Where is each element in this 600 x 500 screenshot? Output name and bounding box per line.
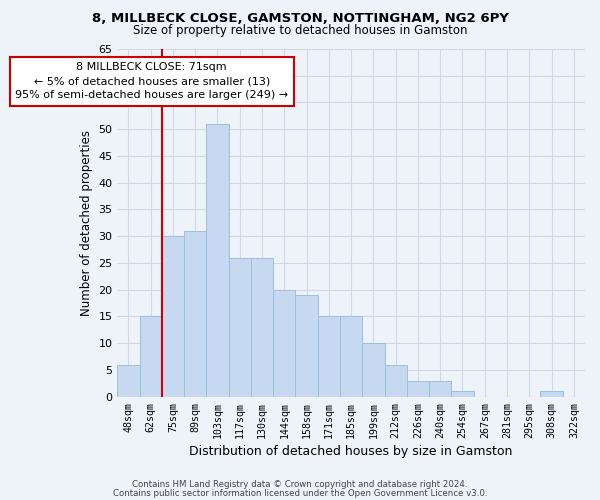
- Bar: [340, 316, 362, 396]
- Bar: [541, 392, 563, 396]
- Bar: [295, 295, 318, 396]
- X-axis label: Distribution of detached houses by size in Gamston: Distribution of detached houses by size …: [190, 444, 513, 458]
- Bar: [407, 380, 429, 396]
- Bar: [251, 258, 273, 396]
- Bar: [385, 364, 407, 396]
- Text: Contains public sector information licensed under the Open Government Licence v3: Contains public sector information licen…: [113, 488, 487, 498]
- Text: 8 MILLBECK CLOSE: 71sqm
← 5% of detached houses are smaller (13)
95% of semi-det: 8 MILLBECK CLOSE: 71sqm ← 5% of detached…: [15, 62, 289, 100]
- Bar: [117, 364, 140, 396]
- Bar: [140, 316, 162, 396]
- Text: 8, MILLBECK CLOSE, GAMSTON, NOTTINGHAM, NG2 6PY: 8, MILLBECK CLOSE, GAMSTON, NOTTINGHAM, …: [92, 12, 508, 26]
- Bar: [362, 343, 385, 396]
- Bar: [429, 380, 451, 396]
- Text: Contains HM Land Registry data © Crown copyright and database right 2024.: Contains HM Land Registry data © Crown c…: [132, 480, 468, 489]
- Bar: [206, 124, 229, 396]
- Text: Size of property relative to detached houses in Gamston: Size of property relative to detached ho…: [133, 24, 467, 37]
- Bar: [318, 316, 340, 396]
- Bar: [273, 290, 295, 397]
- Bar: [184, 231, 206, 396]
- Y-axis label: Number of detached properties: Number of detached properties: [80, 130, 92, 316]
- Bar: [229, 258, 251, 396]
- Bar: [162, 236, 184, 396]
- Bar: [451, 392, 473, 396]
